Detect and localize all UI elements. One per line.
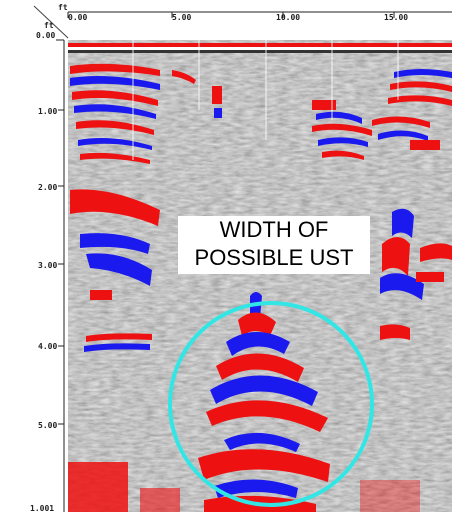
x-tick-10: 10.00: [276, 13, 300, 22]
annotation-line-1: WIDTH OF: [219, 217, 329, 242]
highlight-circle: [168, 301, 374, 507]
bottom-label: 1.001: [30, 504, 54, 513]
left-shallow-layers: [70, 63, 222, 164]
y-tick-4: 4.00: [38, 342, 57, 351]
right-shallow-layers: [312, 69, 452, 160]
surface-band-dark: [68, 50, 452, 53]
left-mid-layers: [70, 189, 160, 352]
ust-hyperbola: [198, 292, 330, 512]
reflections: [68, 40, 452, 512]
top-axis: ft 0.00 5.00 10.00 15.00: [58, 3, 452, 22]
y-tick-1: 1.00: [38, 107, 57, 116]
left-axis: ft 0.00 1.00 2.00 3.00 4.00 5.00 1.001: [30, 21, 65, 513]
y-tick-3: 3.00: [38, 261, 57, 270]
corner-diagonal: [33, 5, 69, 39]
x-tick-5: 5.00: [172, 13, 191, 22]
surface-band-white: [68, 47, 452, 50]
y-unit-label: ft: [44, 21, 54, 30]
y-tick-0: 0.00: [36, 31, 55, 40]
x-unit-label: ft: [58, 3, 68, 12]
annotation-line-2: POSSIBLE UST: [194, 245, 354, 270]
marker-lines: [132, 40, 399, 160]
x-tick-15: 15.00: [384, 13, 408, 22]
y-tick-2: 2.00: [38, 183, 57, 192]
annotation-label: WIDTH OF POSSIBLE UST: [178, 216, 370, 274]
surface-band-red: [68, 43, 452, 47]
y-tick-5: 5.00: [38, 421, 57, 430]
x-tick-0: 0.00: [68, 13, 87, 22]
right-mid-layers: [380, 208, 452, 340]
bottom-noise: [68, 462, 420, 512]
